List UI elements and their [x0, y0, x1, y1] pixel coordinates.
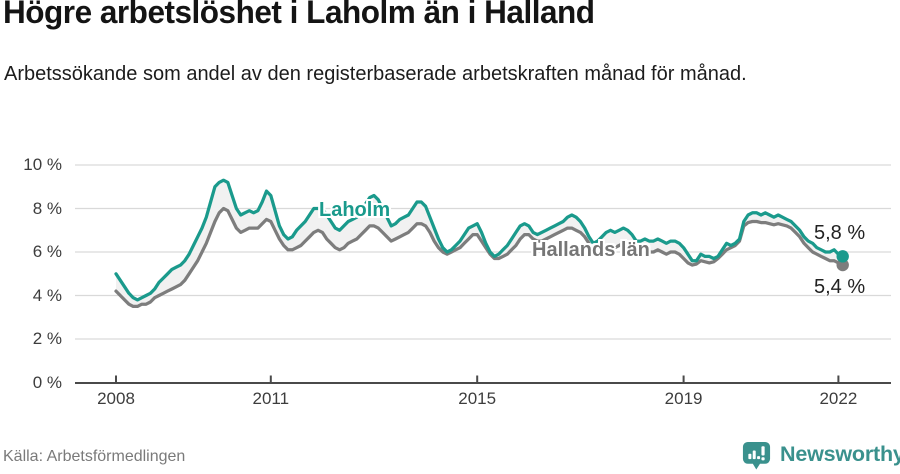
- x-tick-label: 2011: [252, 389, 290, 408]
- x-tick-label: 2015: [458, 389, 497, 408]
- y-tick-label: 6 %: [32, 242, 62, 261]
- y-tick-label: 2 %: [32, 329, 62, 348]
- y-tick-label: 4 %: [32, 285, 62, 305]
- source-note: Källa: Arbetsförmedlingen: [3, 448, 186, 465]
- x-tick-label: 2008: [97, 389, 135, 408]
- newsworthy-pin-barchart-icon: [742, 441, 771, 470]
- page-subtitle: Arbetssökande som andel av den registerb…: [4, 63, 747, 85]
- y-tick-label: 0 %: [32, 372, 62, 392]
- newsworthy-wordmark: Newsworthy: [780, 442, 900, 466]
- series-label-hallands-lan: Hallands län: [532, 239, 650, 261]
- end-value-label-hallands-lan: 5,4 %: [814, 276, 866, 298]
- y-tick-label: 8 %: [32, 198, 62, 218]
- newsworthy-logo: Newsworthy: [741, 440, 900, 472]
- page-title: Högre arbetslöshet i Laholm än i Halland: [3, 0, 595, 30]
- x-tick-label: 2022: [819, 389, 858, 408]
- x-tick-label: 2019: [664, 389, 703, 408]
- y-tick-label: 10 %: [23, 155, 62, 174]
- series-label-laholm: Laholm: [319, 199, 391, 221]
- end-value-label-laholm: 5,8 %: [814, 222, 866, 244]
